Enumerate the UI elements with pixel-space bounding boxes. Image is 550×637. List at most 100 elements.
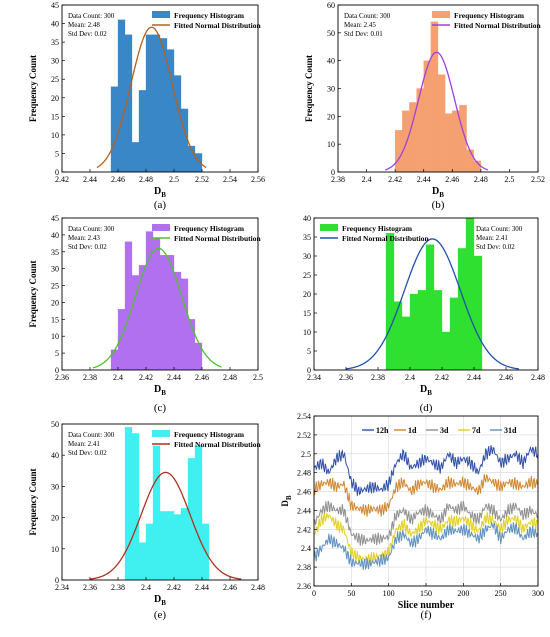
series-line-12h: [314, 445, 538, 496]
x-tick-label: 2.42: [139, 373, 153, 382]
plot-frame: [61, 217, 259, 371]
x-tick-label: 2.4: [362, 175, 372, 184]
histogram-bar: [152, 238, 161, 370]
x-tick-label: 2.44: [195, 583, 209, 592]
y-axis-label: Frequency Count: [28, 260, 38, 327]
stats-line: Data Count: 300: [344, 12, 391, 20]
histogram-bar: [473, 255, 483, 370]
y-tick-label: 50: [327, 29, 335, 38]
x-tick-label: 2.44: [467, 373, 481, 382]
x-tick-label: 2.54: [223, 175, 237, 184]
histogram-bar: [173, 271, 182, 370]
y-axis-label: Frequency Count: [28, 468, 38, 535]
histogram-bar: [131, 433, 140, 580]
y-tick-label: 2.5: [301, 450, 311, 459]
y-tick-label: 25: [51, 75, 59, 84]
x-tick-label: 2.46: [499, 373, 513, 382]
y-tick-label: 2.46: [297, 488, 311, 497]
x-tick-label: 2.44: [417, 175, 431, 184]
x-tick-label: 2.42: [388, 175, 402, 184]
y-tick-label: 30: [51, 57, 59, 66]
panel-caption: (e): [154, 609, 167, 621]
legend: 12h 1d 3d 7d 31d: [362, 426, 517, 435]
y-tick-label: 30: [51, 482, 59, 491]
x-axis-label: Slice number: [398, 600, 455, 611]
plot-area: [92, 231, 222, 370]
x-tick-label: 2.48: [251, 583, 265, 592]
x-tick-label: 2.48: [223, 373, 237, 382]
x-tick-label: 2.5: [504, 175, 514, 184]
stats-line: Std Dev: 0.01: [344, 30, 383, 38]
histogram-bar: [180, 108, 189, 172]
legend-swatch-histogram: [432, 11, 450, 18]
fitted-normal-curve: [384, 51, 489, 171]
stats-line: Mean: 2.45: [344, 21, 376, 29]
histogram-bar: [465, 218, 475, 370]
panel-caption: (c): [154, 402, 167, 414]
legend-label-fit: Fitted Normal Distribution: [174, 21, 261, 30]
y-tick-label: 5: [307, 347, 311, 356]
panel-caption: (a): [154, 199, 167, 211]
y-tick-label: 40: [51, 20, 59, 29]
y-tick-label: 35: [51, 38, 59, 47]
x-tick-label: 0: [312, 589, 316, 598]
panel-e: 2.34 2.36 2.38 2.4 2.42 2.44 2.46 2.48 0 10 20 30 40…: [28, 420, 265, 621]
histogram-bar: [444, 113, 453, 172]
y-tick-label: 5: [55, 149, 59, 158]
legend-label-histogram: Frequency Histogram: [174, 11, 245, 20]
x-tick-label: 2.42: [55, 175, 69, 184]
stats-line: Mean: 2.43: [68, 234, 100, 242]
y-tick-label: 15: [51, 315, 59, 324]
x-tick-label: 2.36: [55, 373, 69, 382]
stats-line: Mean: 2.41: [68, 440, 100, 448]
histogram-bar: [393, 301, 403, 370]
x-tick-label: 2.4: [141, 583, 151, 592]
histogram-bar: [110, 86, 119, 172]
y-tick-label: 0: [307, 366, 311, 375]
histogram-bar: [159, 511, 168, 580]
series-line-31d: [314, 521, 538, 570]
y-tick-label: 15: [51, 112, 59, 121]
histogram-bar: [152, 445, 161, 580]
fitted-normal-curve: [96, 26, 207, 169]
histogram-bar: [385, 233, 395, 370]
histogram-bar: [138, 90, 147, 172]
x-tick-label: 2.38: [111, 583, 125, 592]
y-tick-label: 10: [51, 545, 59, 554]
x-axis-label: DB: [154, 594, 166, 607]
x-tick-label: 300: [532, 589, 544, 598]
x-tick-label: 2.52: [531, 175, 545, 184]
y-tick-label: 30: [303, 252, 311, 261]
y-tick-label: 35: [303, 233, 311, 242]
plot-area: [96, 19, 207, 172]
histogram-bar: [401, 316, 411, 370]
y-tick-label: 15: [303, 309, 311, 318]
histogram-bar: [166, 255, 175, 370]
x-tick-label: 2.46: [111, 175, 125, 184]
plot-area: [89, 426, 242, 580]
fitted-normal-curve: [345, 238, 519, 370]
fitted-normal-curve: [92, 247, 222, 369]
y-tick-label: 40: [303, 214, 311, 223]
panel-caption: (f): [421, 609, 432, 621]
legend-swatch-histogram: [320, 224, 338, 231]
y-axis-label: DB: [280, 495, 293, 507]
histogram-bar: [457, 248, 467, 370]
legend-label-fit: Fitted Normal Distribution: [454, 21, 541, 30]
legend-label-31d: 31d: [504, 426, 517, 435]
histogram-bar: [145, 34, 154, 172]
y-tick-label: 20: [303, 290, 311, 299]
stats-line: Data Count: 300: [68, 225, 115, 233]
histogram-bar: [441, 331, 451, 370]
y-tick-label: 0: [55, 168, 59, 177]
y-tick-label: 20: [51, 514, 59, 523]
histogram-bar: [124, 34, 133, 172]
histogram-bar: [117, 309, 126, 370]
stats-line: Std Dev: 0.02: [68, 449, 107, 457]
x-tick-label: 150: [420, 589, 432, 598]
y-tick-label: 30: [51, 265, 59, 274]
histogram-bar: [173, 514, 182, 580]
